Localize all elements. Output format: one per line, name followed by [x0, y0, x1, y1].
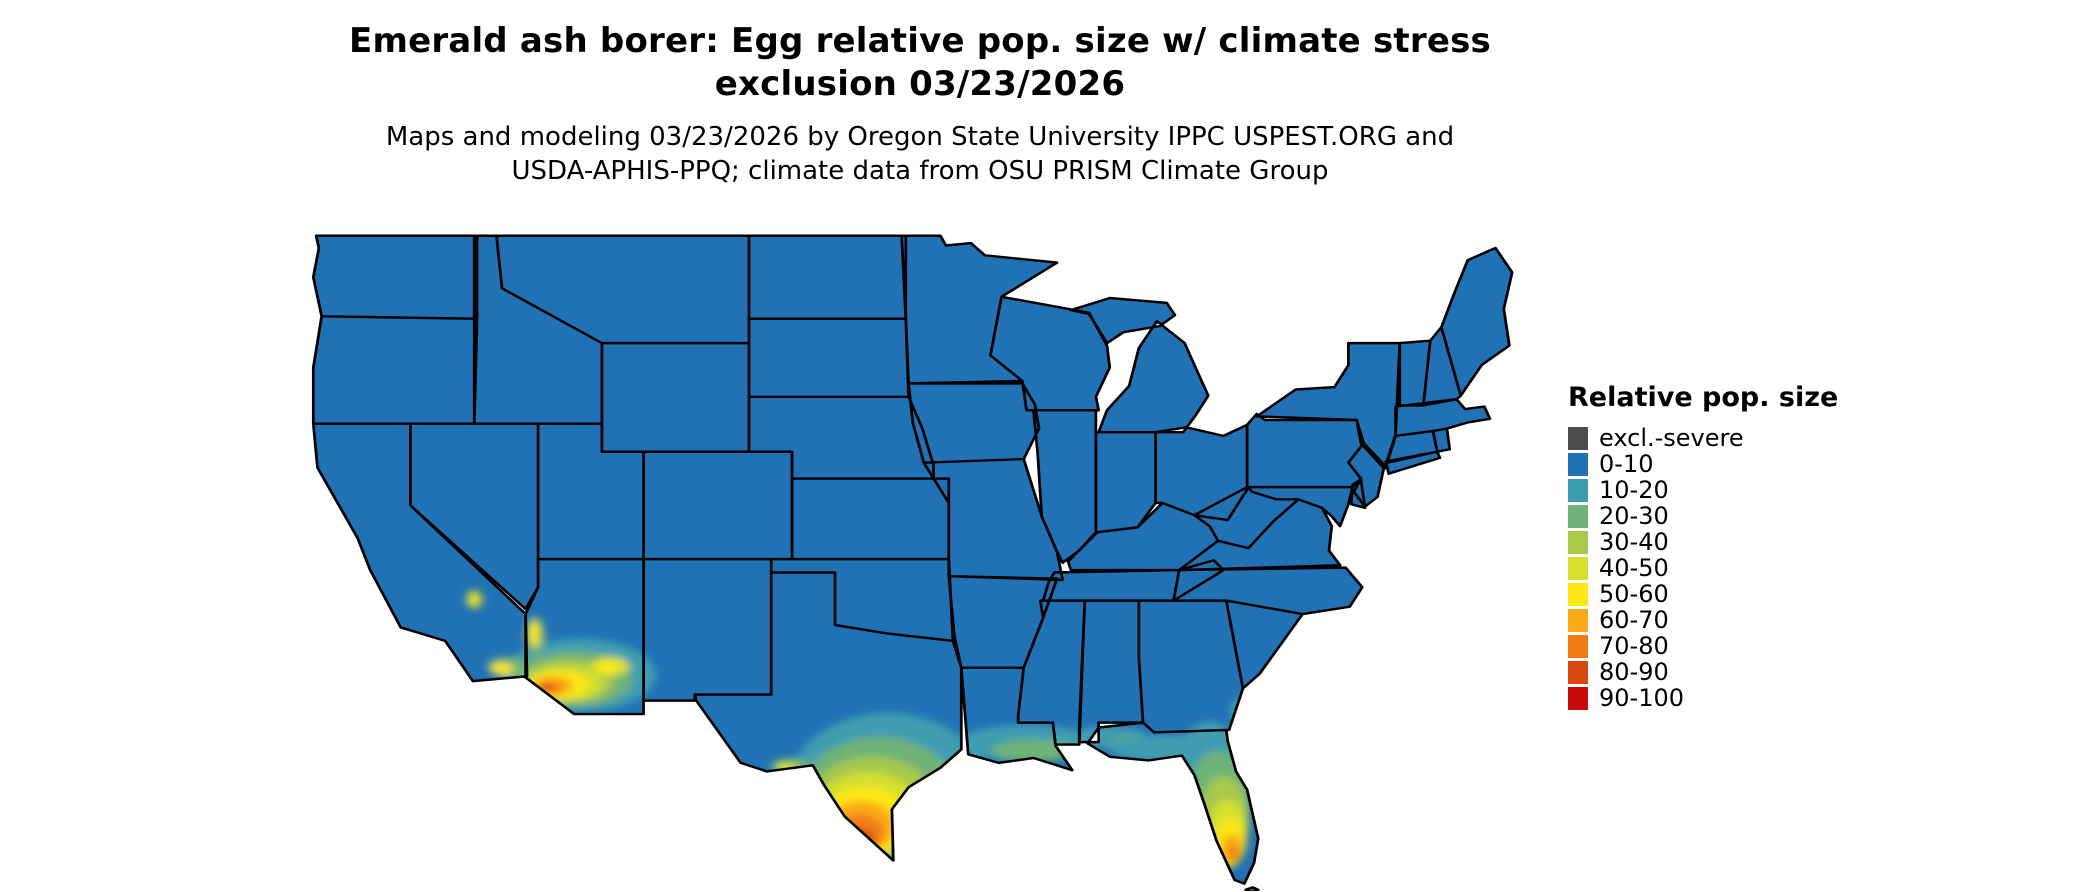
legend-swatch: [1568, 504, 1588, 528]
legend-item: excl.-severe: [1568, 425, 1838, 451]
legend-item: 60-70: [1568, 607, 1838, 633]
legend-label: 70-80: [1599, 632, 1669, 660]
legend-label: 10-20: [1599, 476, 1669, 504]
legend-swatch: [1568, 556, 1588, 580]
heat-blob: [1230, 696, 1250, 727]
legend-item: 90-100: [1568, 685, 1838, 711]
heat-blob: [528, 620, 540, 647]
legend-label: 60-70: [1599, 606, 1669, 634]
map-title: Emerald ash borer: Egg relative pop. siz…: [150, 20, 1690, 106]
map-subtitle-line1: Maps and modeling 03/23/2026 by Oregon S…: [385, 122, 1455, 152]
heat-blob: [1109, 734, 1221, 762]
legend-label: 30-40: [1599, 528, 1669, 556]
legend-item: 10-20: [1568, 477, 1838, 503]
legend-title: Relative pop. size: [1568, 382, 1839, 413]
heat-blob: [470, 594, 479, 605]
map-title-line2: exclusion 03/23/2026: [714, 64, 1126, 104]
heat-blob: [854, 839, 869, 850]
legend-item: 0-10: [1568, 451, 1838, 477]
legend-swatch: [1568, 634, 1588, 658]
legend-swatch: [1568, 582, 1588, 606]
legend-item: 80-90: [1568, 659, 1838, 685]
legend-swatch: [1568, 686, 1588, 710]
legend-item: 50-60: [1568, 581, 1838, 607]
legend-swatch: [1568, 478, 1588, 502]
map-subtitle-line2: USDA-APHIS-PPQ; climate data from OSU PR…: [511, 156, 1329, 186]
legend-label: 20-30: [1599, 502, 1669, 530]
map-title-line1: Emerald ash borer: Egg relative pop. siz…: [349, 21, 1491, 61]
heat-blob: [596, 661, 619, 674]
legend-swatch: [1568, 608, 1588, 632]
legend-label: 40-50: [1599, 554, 1669, 582]
heat-blob: [490, 662, 514, 676]
legend-item: 20-30: [1568, 503, 1838, 529]
legend-item: 70-80: [1568, 633, 1838, 659]
us-map-svg: [311, 234, 1514, 891]
states-base-fill: [313, 235, 1513, 891]
us-map: [305, 226, 1526, 891]
legend-label: 90-100: [1599, 684, 1685, 712]
legend-item: 30-40: [1568, 529, 1838, 555]
map-legend: Relative pop. size excl.-severe 0-10 10-…: [1568, 382, 1838, 711]
legend-swatch: [1568, 660, 1588, 684]
legend-swatch: [1568, 452, 1588, 476]
legend-label: 50-60: [1599, 580, 1669, 608]
legend-label: excl.-severe: [1599, 424, 1744, 452]
heat-blob: [1227, 844, 1239, 862]
legend-swatch: [1568, 426, 1588, 450]
map-subtitle: Maps and modeling 03/23/2026 by Oregon S…: [150, 120, 1690, 188]
legend-swatch: [1568, 530, 1588, 554]
legend-item: 40-50: [1568, 555, 1838, 581]
legend-label: 80-90: [1599, 658, 1669, 686]
legend-label: 0-10: [1599, 450, 1654, 478]
